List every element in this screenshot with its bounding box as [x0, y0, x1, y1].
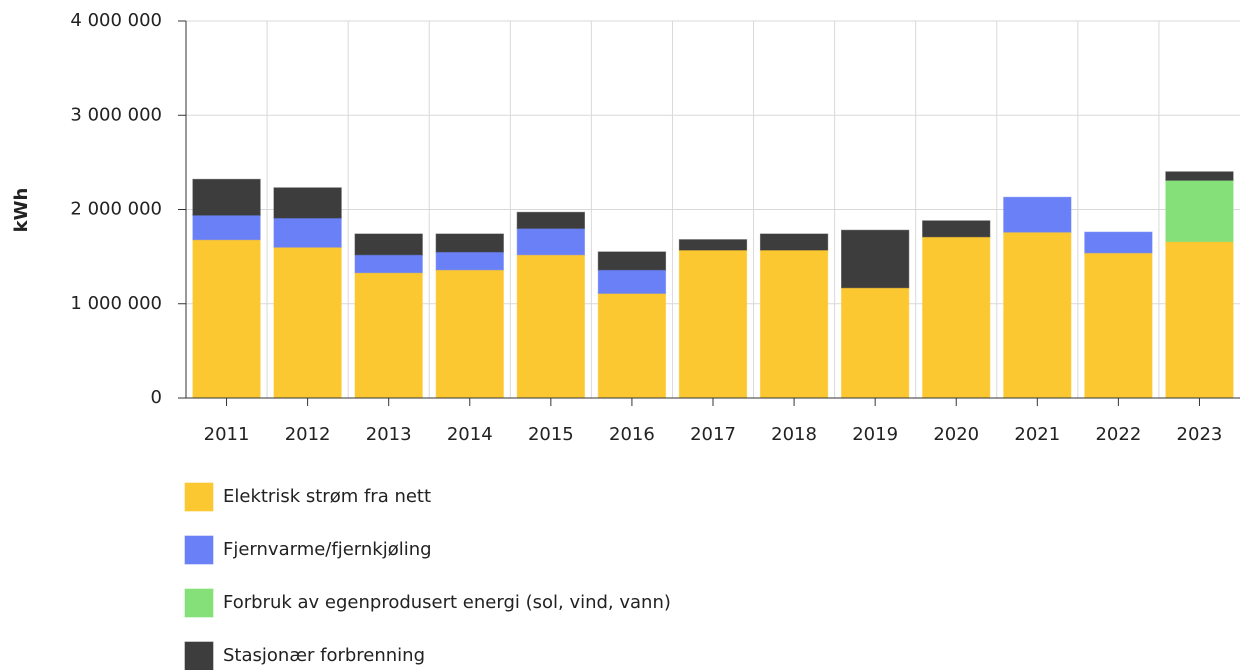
- x-tick-label: 2015: [528, 424, 574, 445]
- bar-segment: [354, 233, 423, 256]
- bar-segment: [354, 272, 423, 399]
- y-tick-label: 2 000 000: [70, 199, 162, 220]
- x-tick-label: 2020: [933, 424, 979, 445]
- bar-segment: [273, 246, 342, 399]
- bar-segment: [273, 217, 342, 248]
- x-tick-label: 2018: [771, 424, 817, 445]
- legend-label: Stasjonær forbrenning: [223, 645, 425, 666]
- x-tick-label: 2016: [609, 424, 655, 445]
- bar-segment: [841, 229, 910, 289]
- bar-segment: [516, 211, 585, 229]
- legend-label: Fjernvarme/fjernkjøling: [223, 539, 432, 560]
- legend-swatch: [184, 482, 214, 512]
- bar-segment: [1165, 171, 1234, 181]
- legend-label: Elektrisk strøm fra nett: [223, 486, 431, 507]
- legend-swatch: [184, 588, 214, 618]
- bar-segment: [922, 220, 991, 238]
- bar-segment: [192, 178, 261, 216]
- bar-segment: [1165, 241, 1234, 399]
- y-tick-label: 4 000 000: [70, 10, 162, 31]
- y-axis-title: kWh: [11, 188, 32, 233]
- bar-segment: [1003, 231, 1072, 399]
- bar-segment: [597, 292, 667, 399]
- legend-label: Forbruk av egenprodusert energi (sol, vi…: [223, 592, 671, 613]
- bar-segment: [759, 249, 829, 399]
- bar-segment: [597, 251, 667, 271]
- legend-swatch: [184, 641, 214, 670]
- x-tick-label: 2014: [447, 424, 493, 445]
- bar-segment: [516, 227, 585, 256]
- x-tick-label: 2017: [690, 424, 736, 445]
- y-tick-label: 0: [151, 387, 162, 408]
- x-tick-label: 2022: [1095, 424, 1141, 445]
- x-tick-label: 2021: [1014, 424, 1060, 445]
- y-tick-label: 1 000 000: [70, 293, 162, 314]
- x-tick-label: 2012: [285, 424, 331, 445]
- bar-segment: [678, 249, 748, 399]
- bar-segment: [192, 239, 261, 399]
- bar-segment: [354, 254, 423, 274]
- legend-swatch: [184, 535, 214, 565]
- bar-segment: [273, 187, 342, 219]
- bar-segment: [435, 251, 504, 271]
- bar-segment: [1084, 252, 1153, 399]
- x-tick-label: 2013: [366, 424, 412, 445]
- bar-segment: [597, 269, 667, 294]
- bar-segment: [759, 233, 829, 251]
- bar-segment: [1003, 196, 1072, 233]
- bar-segment: [435, 233, 504, 253]
- bar-segment: [435, 269, 504, 399]
- bar-segment: [192, 214, 261, 241]
- bar-segment: [678, 239, 748, 251]
- x-tick-label: 2023: [1177, 424, 1223, 445]
- y-tick-label: 3 000 000: [70, 104, 162, 125]
- bar-segment: [1165, 179, 1234, 243]
- bar-segment: [841, 287, 910, 399]
- bar-segment: [1084, 231, 1153, 254]
- x-tick-label: 2019: [852, 424, 898, 445]
- bar-segment: [922, 236, 991, 399]
- bar-segment: [516, 254, 585, 399]
- x-tick-label: 2011: [204, 424, 250, 445]
